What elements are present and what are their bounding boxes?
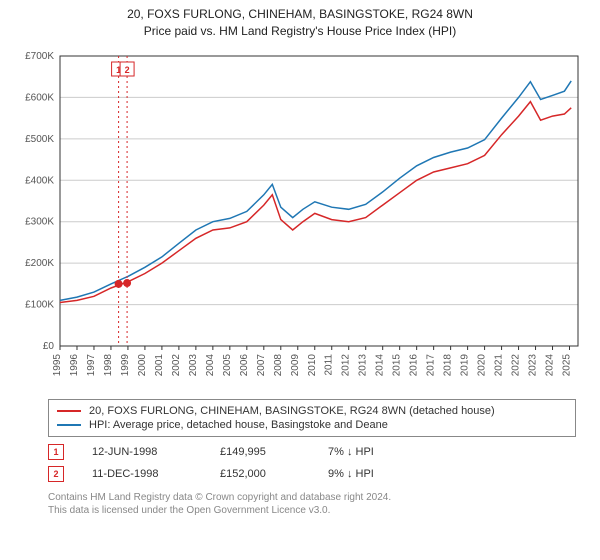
legend-box: 20, FOXS FURLONG, CHINEHAM, BASINGSTOKE,…: [48, 399, 576, 437]
svg-text:2000: 2000: [137, 353, 148, 376]
sale-delta: 9% ↓ HPI: [328, 468, 374, 480]
svg-text:2011: 2011: [324, 353, 335, 375]
svg-text:£600K: £600K: [25, 92, 54, 103]
chart-title-block: 20, FOXS FURLONG, CHINEHAM, BASINGSTOKE,…: [0, 0, 600, 40]
svg-text:2019: 2019: [460, 353, 471, 376]
line-chart-svg: £0 £100K £200K £300K £400K £500K £600K £700K 199…: [12, 46, 588, 386]
legend-label: HPI: Average price, detached house, Basi…: [89, 419, 388, 431]
svg-text:2013: 2013: [358, 353, 369, 376]
sale-price: £149,995: [220, 446, 300, 458]
svg-text:2003: 2003: [188, 353, 199, 376]
svg-text:£400K: £400K: [25, 175, 54, 186]
svg-text:2006: 2006: [239, 353, 250, 376]
legend-label: 20, FOXS FURLONG, CHINEHAM, BASINGSTOKE,…: [89, 405, 495, 417]
legend-swatch: [57, 410, 81, 412]
svg-text:£300K: £300K: [25, 216, 54, 227]
sale-marker: 2: [48, 466, 64, 482]
svg-text:2024: 2024: [545, 353, 556, 376]
svg-text:1999: 1999: [120, 353, 131, 376]
footnote-line2: This data is licensed under the Open Gov…: [48, 504, 576, 517]
svg-text:2018: 2018: [443, 353, 454, 376]
svg-text:2014: 2014: [375, 353, 386, 376]
sale-delta: 7% ↓ HPI: [328, 446, 374, 458]
svg-text:2017: 2017: [426, 353, 437, 376]
svg-text:£700K: £700K: [25, 51, 54, 62]
chart-area: £0 £100K £200K £300K £400K £500K £600K £700K 199…: [12, 46, 588, 391]
sale-row: 2 11-DEC-1998 £152,000 9% ↓ HPI: [48, 463, 576, 485]
svg-text:1995: 1995: [52, 353, 63, 376]
svg-text:2015: 2015: [392, 353, 403, 376]
svg-text:2008: 2008: [273, 353, 284, 376]
svg-text:2016: 2016: [409, 353, 420, 376]
sales-table: 1 12-JUN-1998 £149,995 7% ↓ HPI 2 11-DEC-1998…: [48, 441, 576, 485]
svg-text:2020: 2020: [477, 353, 488, 376]
title-line1: 20, FOXS FURLONG, CHINEHAM, BASINGSTOKE,…: [0, 6, 600, 23]
svg-text:1996: 1996: [69, 353, 80, 376]
svg-text:1997: 1997: [86, 353, 97, 376]
svg-text:1998: 1998: [103, 353, 114, 376]
svg-text:£100K: £100K: [25, 299, 54, 310]
title-line2: Price paid vs. HM Land Registry's House …: [0, 23, 600, 40]
svg-text:£500K: £500K: [25, 133, 54, 144]
svg-text:£200K: £200K: [25, 258, 54, 269]
footnote-line1: Contains HM Land Registry data © Crown c…: [48, 491, 576, 504]
legend-swatch: [57, 424, 81, 426]
sale-date: 11-DEC-1998: [92, 468, 192, 480]
svg-text:2009: 2009: [290, 353, 301, 376]
svg-text:2005: 2005: [222, 353, 233, 376]
svg-text:2023: 2023: [528, 353, 539, 376]
legend-item: 20, FOXS FURLONG, CHINEHAM, BASINGSTOKE,…: [57, 404, 567, 418]
svg-text:2012: 2012: [341, 353, 352, 376]
footnote: Contains HM Land Registry data © Crown c…: [48, 491, 576, 517]
sale-row: 1 12-JUN-1998 £149,995 7% ↓ HPI: [48, 441, 576, 463]
sale-price: £152,000: [220, 468, 300, 480]
svg-text:2001: 2001: [154, 353, 165, 376]
svg-text:2022: 2022: [511, 353, 522, 376]
sale-date: 12-JUN-1998: [92, 446, 192, 458]
svg-text:2004: 2004: [205, 353, 216, 376]
svg-text:£0: £0: [43, 341, 55, 352]
svg-text:2: 2: [125, 65, 130, 75]
svg-text:2002: 2002: [171, 353, 182, 376]
svg-text:2025: 2025: [562, 353, 573, 376]
sale-marker: 1: [48, 444, 64, 460]
svg-text:2021: 2021: [494, 353, 505, 376]
svg-text:2007: 2007: [256, 353, 267, 376]
svg-text:2010: 2010: [307, 353, 318, 376]
legend-item: HPI: Average price, detached house, Basi…: [57, 418, 567, 432]
